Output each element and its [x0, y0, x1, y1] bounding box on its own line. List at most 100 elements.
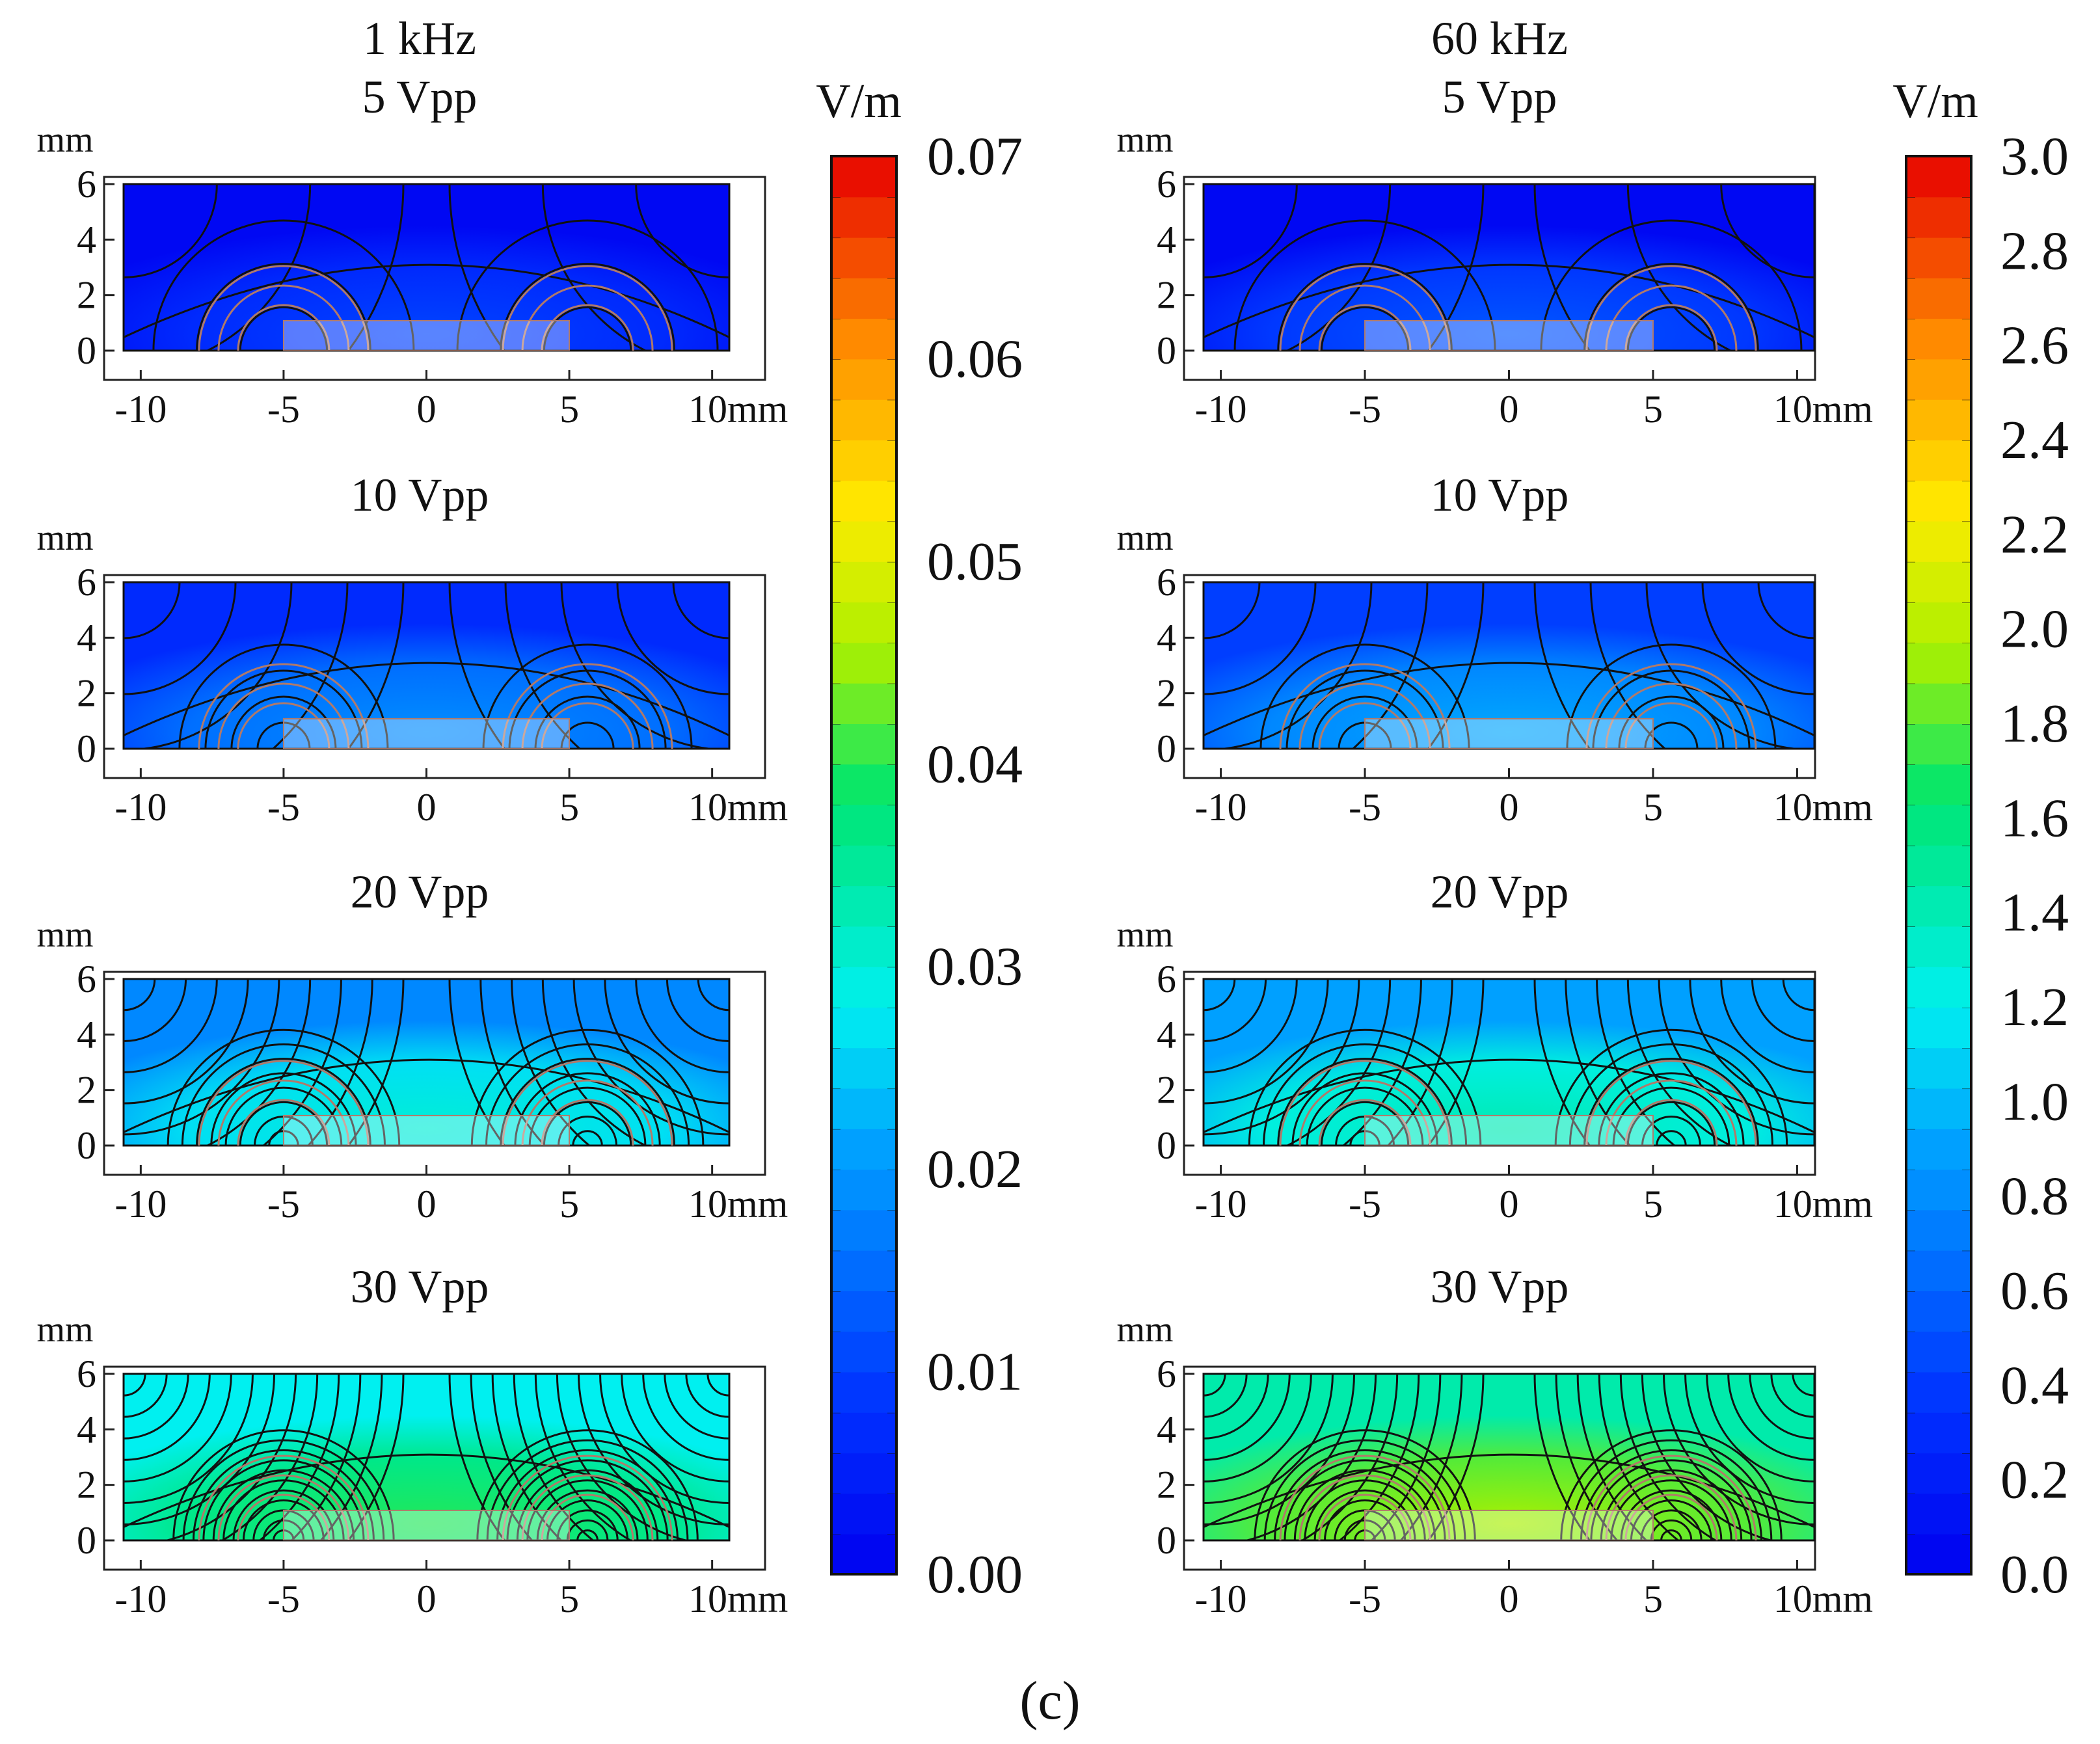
electrode-contour	[1624, 304, 1718, 351]
x-tick-label: -10	[1195, 388, 1247, 431]
colorbar-band	[831, 1331, 896, 1373]
colorbar-tick-label: 1.0	[2000, 1071, 2069, 1132]
contour-line	[239, 1101, 329, 1146]
contour-lines	[124, 582, 729, 749]
colorbar-band	[1906, 237, 1971, 278]
colorbar-band	[831, 1088, 896, 1129]
colorbar-band	[1906, 1291, 1971, 1332]
colorbar-band	[831, 318, 896, 360]
contour-line	[1565, 979, 1632, 1146]
colorbar-frame	[830, 155, 898, 1576]
colorbar-band	[1906, 561, 1971, 603]
y-axis-unit: mm	[36, 1309, 93, 1350]
x-tick-label: 10mm	[688, 786, 788, 829]
colorbar-tick-label: 0.2	[2000, 1450, 2069, 1510]
contour-line	[124, 662, 729, 736]
electrode-contour	[1605, 682, 1738, 749]
x-tick-label: -5	[1349, 1577, 1381, 1620]
contour-line	[1641, 1374, 1775, 1540]
contour-line	[1782, 979, 1814, 1012]
electrode-contour	[237, 1099, 330, 1146]
contour-line	[1583, 263, 1759, 351]
electrode-contour	[502, 663, 673, 749]
contour-line	[1204, 1374, 1355, 1525]
colorbar-band	[1906, 358, 1971, 400]
contour-line	[1204, 1374, 1226, 1397]
colorbar-band	[1906, 1371, 1971, 1413]
contour-line	[697, 979, 729, 1012]
colorbar-tick-label: 1.4	[2000, 883, 2069, 943]
x-tick-label: 5	[559, 388, 579, 431]
contour-line	[482, 643, 693, 749]
y-tick-label: 4	[1157, 616, 1176, 659]
contour-line	[239, 306, 329, 351]
contour-line	[666, 979, 729, 1043]
colorbar-band	[1906, 1453, 1971, 1494]
electrode-contour	[1279, 1060, 1451, 1146]
panel-voltage-title: 10 Vpp	[1431, 469, 1569, 521]
y-axis-unit: mm	[1116, 518, 1173, 558]
y-tick-label: 6	[77, 561, 96, 604]
colorbar-band	[1906, 277, 1971, 319]
contour-line	[543, 1101, 632, 1146]
colorbar-band	[1906, 723, 1971, 765]
electrode-contour	[502, 265, 673, 351]
colorbar-band	[831, 1047, 896, 1089]
contour-line	[560, 721, 615, 749]
x-tick-label: 0	[417, 786, 437, 829]
colorbar-band	[831, 1128, 896, 1170]
y-tick-label: 4	[77, 218, 96, 261]
contour-line	[1560, 1429, 1783, 1540]
colorbar-band	[1906, 1331, 1971, 1373]
contour-line	[1243, 1374, 1377, 1540]
contour-line	[514, 1072, 661, 1146]
contour-line	[1618, 695, 1725, 749]
colorbar-band	[1906, 399, 1971, 440]
contour-line	[500, 263, 675, 351]
contour-line	[1204, 662, 1814, 736]
colorbar-tick-label: 1.8	[2000, 693, 2069, 754]
colorbar-tick-label: 0.02	[927, 1139, 1023, 1200]
contour-line	[1626, 306, 1716, 351]
colorbar-band	[831, 1209, 896, 1251]
contour-line	[556, 1374, 690, 1540]
contour-line	[1626, 979, 1733, 1146]
y-tick-label: 2	[1157, 1069, 1176, 1112]
colorbar-band	[1906, 804, 1971, 846]
y-tick-label: 4	[1157, 1013, 1176, 1056]
colorbar-band	[831, 156, 896, 198]
colorbar-1: 0.0 0.2 0.4 0.6 0.8 1.0 1.2 1.4 1.6 1.8 2.0 2.2 2.4 2…	[1892, 75, 2069, 1605]
electrode-contour	[1585, 1455, 1757, 1540]
contour-line	[496, 1449, 679, 1540]
y-axis-unit: mm	[36, 518, 93, 558]
colorbar-band	[1906, 926, 1971, 967]
electrode-contour	[521, 284, 654, 351]
colorbar-tick-label: 0.8	[2000, 1166, 2069, 1227]
x-tick-label: -10	[114, 388, 167, 431]
electrode-contour	[521, 1474, 654, 1540]
contour-line	[506, 1459, 669, 1540]
contour-line	[202, 1459, 365, 1540]
y-tick-label: 0	[77, 727, 96, 770]
colorbar-tick-label: 2.6	[2000, 315, 2069, 376]
contour-line	[210, 1072, 357, 1146]
colorbar-tick-label: 2.2	[2000, 504, 2069, 565]
electrode-contour	[1279, 1455, 1451, 1540]
colorbar-band	[831, 520, 896, 562]
x-tick-label: 5	[1643, 1183, 1663, 1226]
contour-line	[604, 979, 729, 1105]
contour-line	[124, 1453, 729, 1528]
y-tick-label: 2	[77, 1464, 96, 1507]
electrode-contour	[1585, 663, 1757, 749]
contour-line	[621, 1374, 729, 1482]
contour-line	[1204, 1374, 1248, 1418]
contour-line	[124, 1374, 275, 1525]
contour-line	[543, 306, 632, 351]
x-tick-label: 0	[1500, 1183, 1519, 1226]
contour-line	[1233, 219, 1496, 351]
y-tick-label: 0	[1157, 727, 1176, 770]
colorbar-band	[831, 764, 896, 805]
contour-line	[1204, 1374, 1269, 1440]
contour-lines	[1204, 582, 1814, 749]
colorbar-band	[1906, 196, 1971, 238]
